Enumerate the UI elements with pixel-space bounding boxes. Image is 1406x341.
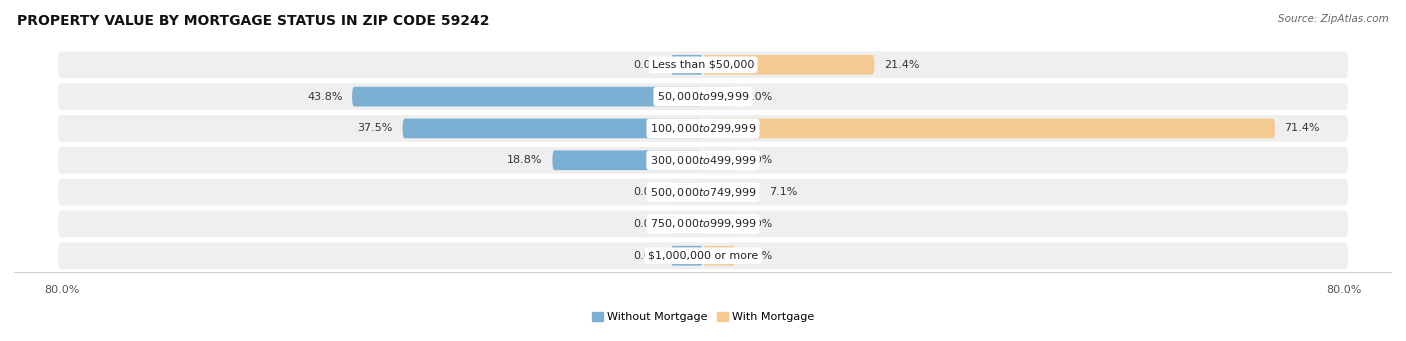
FancyBboxPatch shape (703, 150, 735, 170)
FancyBboxPatch shape (58, 210, 1348, 237)
Text: $300,000 to $499,999: $300,000 to $499,999 (650, 154, 756, 167)
FancyBboxPatch shape (671, 214, 703, 234)
FancyBboxPatch shape (352, 87, 703, 106)
FancyBboxPatch shape (58, 179, 1348, 206)
Text: 0.0%: 0.0% (633, 219, 661, 229)
Text: $750,000 to $999,999: $750,000 to $999,999 (650, 218, 756, 231)
FancyBboxPatch shape (703, 87, 735, 106)
Text: 0.0%: 0.0% (745, 219, 773, 229)
Text: 0.0%: 0.0% (745, 155, 773, 165)
FancyBboxPatch shape (553, 150, 703, 170)
FancyBboxPatch shape (58, 83, 1348, 110)
Text: 0.0%: 0.0% (633, 60, 661, 70)
Text: PROPERTY VALUE BY MORTGAGE STATUS IN ZIP CODE 59242: PROPERTY VALUE BY MORTGAGE STATUS IN ZIP… (17, 14, 489, 28)
FancyBboxPatch shape (703, 246, 735, 266)
FancyBboxPatch shape (402, 119, 703, 138)
FancyBboxPatch shape (58, 147, 1348, 174)
Text: 21.4%: 21.4% (884, 60, 920, 70)
Text: 37.5%: 37.5% (357, 123, 392, 133)
Text: 7.1%: 7.1% (769, 187, 797, 197)
FancyBboxPatch shape (58, 51, 1348, 78)
FancyBboxPatch shape (703, 214, 735, 234)
FancyBboxPatch shape (703, 55, 875, 75)
Text: $100,000 to $299,999: $100,000 to $299,999 (650, 122, 756, 135)
Text: 0.0%: 0.0% (745, 251, 773, 261)
Text: 43.8%: 43.8% (307, 92, 343, 102)
Text: 18.8%: 18.8% (508, 155, 543, 165)
Text: Source: ZipAtlas.com: Source: ZipAtlas.com (1278, 14, 1389, 24)
Text: 71.4%: 71.4% (1285, 123, 1320, 133)
Text: $50,000 to $99,999: $50,000 to $99,999 (657, 90, 749, 103)
FancyBboxPatch shape (671, 246, 703, 266)
Text: $1,000,000 or more: $1,000,000 or more (648, 251, 758, 261)
FancyBboxPatch shape (703, 182, 759, 202)
Text: 0.0%: 0.0% (745, 92, 773, 102)
FancyBboxPatch shape (58, 115, 1348, 142)
Text: Less than $50,000: Less than $50,000 (652, 60, 754, 70)
FancyBboxPatch shape (671, 182, 703, 202)
FancyBboxPatch shape (703, 119, 1275, 138)
FancyBboxPatch shape (671, 55, 703, 75)
Legend: Without Mortgage, With Mortgage: Without Mortgage, With Mortgage (588, 308, 818, 327)
FancyBboxPatch shape (58, 242, 1348, 269)
Text: 0.0%: 0.0% (633, 251, 661, 261)
Text: 0.0%: 0.0% (633, 187, 661, 197)
Text: $500,000 to $749,999: $500,000 to $749,999 (650, 186, 756, 198)
